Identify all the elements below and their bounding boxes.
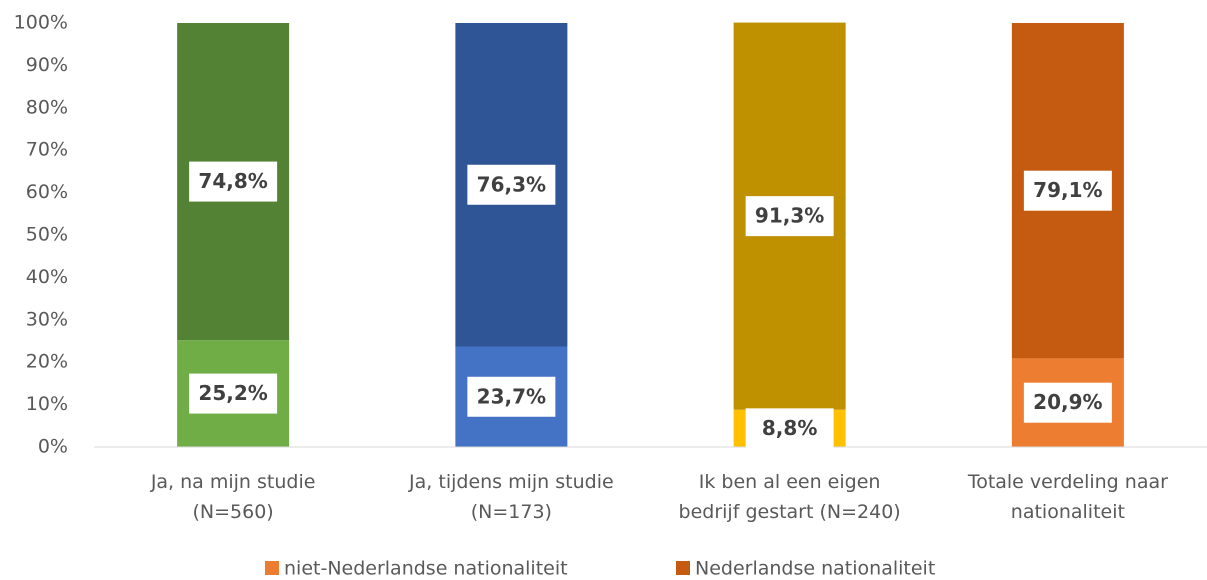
data-label-box: [189, 161, 278, 202]
data-label: 25,2%: [198, 381, 267, 405]
legend-label: Nederlandse nationaliteit: [695, 558, 935, 580]
data-label-box: [189, 373, 278, 414]
legend-label: niet-Nederlandse nationaliteit: [284, 558, 568, 580]
y-tick-label: 0%: [38, 436, 68, 458]
y-tick-label: 100%: [14, 12, 68, 34]
data-label-box: [467, 376, 556, 417]
data-label: 79,1%: [1033, 178, 1102, 202]
y-tick-label: 40%: [26, 266, 68, 288]
x-tick-label: Totale verdeling naar nationaliteit: [967, 471, 1168, 523]
x-tick-label-line: Ja, tijdens mijn studie: [408, 471, 614, 493]
legend-swatch: [676, 561, 690, 575]
data-label-box: [467, 164, 556, 205]
x-tick-label-line: (N=560): [193, 501, 274, 523]
y-tick-label: 10%: [26, 393, 68, 415]
x-tick-label-line: nationaliteit: [1011, 501, 1125, 523]
x-tick-label: Ja, na mijn studie (N=560): [150, 471, 316, 523]
x-tick-label-line: Totale verdeling naar: [967, 471, 1168, 493]
legend-swatch: [265, 561, 279, 575]
data-label: 20,9%: [1033, 390, 1102, 414]
y-tick-label: 90%: [26, 54, 68, 76]
y-tick-label: 20%: [26, 351, 68, 373]
data-label: 91,3%: [755, 204, 824, 228]
data-label: 76,3%: [477, 172, 546, 196]
data-label: 74,8%: [198, 169, 267, 193]
x-tick-label-line: Ja, na mijn studie: [150, 471, 316, 493]
data-label-box: [745, 196, 834, 237]
x-tick-label-line: (N=173): [471, 501, 552, 523]
y-tick-label: 60%: [26, 181, 68, 203]
data-label: 8,8%: [762, 416, 817, 440]
data-label-box: [1023, 170, 1112, 211]
y-tick-label: 70%: [26, 139, 68, 161]
x-tick-label-line: Ik ben al een eigen: [699, 471, 881, 493]
data-label-box: [745, 408, 834, 449]
data-label-box: [1023, 382, 1112, 423]
x-tick-label: Ik ben al een eigen bedrijf gestart (N=24…: [679, 471, 901, 523]
data-label: 23,7%: [477, 384, 546, 408]
y-tick-label: 50%: [26, 224, 68, 246]
y-tick-label: 30%: [26, 308, 68, 330]
x-tick-label-line: bedrijf gestart (N=240): [679, 501, 901, 523]
x-tick-label: Ja, tijdens mijn studie (N=173): [408, 471, 614, 523]
y-tick-label: 80%: [26, 96, 68, 118]
